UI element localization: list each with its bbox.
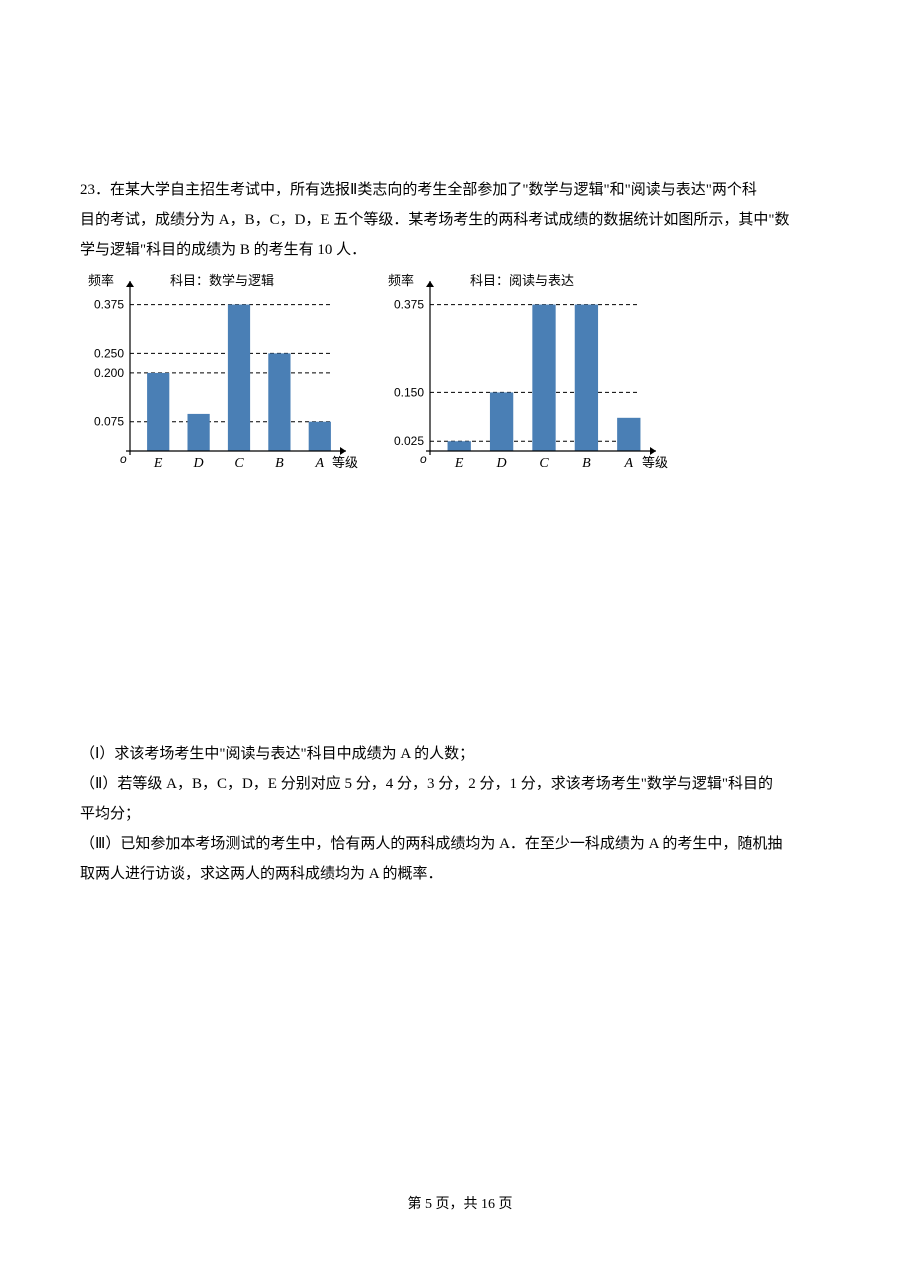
- footer-suffix: 页: [495, 1197, 513, 1212]
- svg-text:B: B: [275, 456, 284, 471]
- svg-text:o: o: [120, 452, 127, 466]
- question-1: （Ⅰ）求该考场考生中"阅读与表达"科目中成绩为 A 的人数；: [80, 739, 840, 769]
- svg-text:E: E: [454, 456, 464, 471]
- question-3-line1: （Ⅲ）已知参加本考场测试的考生中，恰有两人的两科成绩均为 A．在至少一科成绩为 …: [80, 829, 840, 859]
- svg-text:科目：阅读与表达: 科目：阅读与表达: [470, 273, 574, 288]
- svg-text:D: D: [496, 456, 507, 471]
- svg-text:0.025: 0.025: [394, 434, 424, 448]
- svg-text:B: B: [582, 456, 591, 471]
- charts-container: 频率 科目：数学与逻辑 0.075 0.200 0.250 0.375 E D C B Ao 等级 频…: [80, 269, 840, 479]
- svg-text:频率: 频率: [88, 273, 114, 288]
- footer-page: 5: [425, 1197, 432, 1212]
- svg-text:o: o: [420, 452, 427, 466]
- question-3-line2: 取两人进行访谈，求这两人的两科成绩均为 A 的概率．: [80, 859, 840, 889]
- chart-math-logic: 频率 科目：数学与逻辑 0.075 0.200 0.250 0.375 E D C B Ao 等级: [80, 269, 360, 479]
- question-2-line1: （Ⅱ）若等级 A，B，C，D，E 分别对应 5 分，4 分，3 分，2 分，1 …: [80, 769, 840, 799]
- svg-text:0.250: 0.250: [94, 346, 124, 360]
- problem-intro: 23．在某大学自主招生考试中，所有选报Ⅱ类志向的考生全部参加了"数学与逻辑"和"…: [80, 175, 840, 205]
- svg-text:E: E: [153, 456, 163, 471]
- problem-number: 23．: [80, 182, 110, 198]
- svg-text:D: D: [193, 456, 204, 471]
- svg-text:C: C: [539, 456, 549, 471]
- svg-text:A: A: [624, 456, 634, 471]
- footer-mid: 页，共: [432, 1197, 481, 1212]
- svg-text:0.075: 0.075: [94, 415, 124, 429]
- svg-text:A: A: [315, 456, 325, 471]
- svg-text:0.375: 0.375: [394, 298, 424, 312]
- question-2-line2: 平均分；: [80, 799, 840, 829]
- page-footer: 第 5 页，共 16 页: [0, 1193, 920, 1213]
- svg-text:等级: 等级: [332, 455, 358, 470]
- svg-text:C: C: [234, 456, 244, 471]
- svg-text:科目：数学与逻辑: 科目：数学与逻辑: [170, 273, 274, 288]
- svg-text:0.200: 0.200: [94, 366, 124, 380]
- svg-text:频率: 频率: [388, 273, 414, 288]
- svg-text:0.375: 0.375: [94, 298, 124, 312]
- footer-total: 16: [481, 1197, 495, 1212]
- footer-prefix: 第: [408, 1197, 426, 1212]
- questions-block: （Ⅰ）求该考场考生中"阅读与表达"科目中成绩为 A 的人数； （Ⅱ）若等级 A，…: [80, 739, 840, 889]
- svg-text:等级: 等级: [642, 455, 668, 470]
- intro-line-3: 学与逻辑"科目的成绩为 B 的考生有 10 人．: [80, 235, 840, 265]
- svg-text:0.150: 0.150: [394, 385, 424, 399]
- chart-reading-expression: 频率 科目：阅读与表达 0.025 0.150 0.375 E D C B Ao 等级: [380, 269, 670, 479]
- intro-line-2: 目的考试，成绩分为 A，B，C，D，E 五个等级．某考场考生的两科考试成绩的数据…: [80, 205, 840, 235]
- intro-line-1: 在某大学自主招生考试中，所有选报Ⅱ类志向的考生全部参加了"数学与逻辑"和"阅读与…: [110, 182, 757, 198]
